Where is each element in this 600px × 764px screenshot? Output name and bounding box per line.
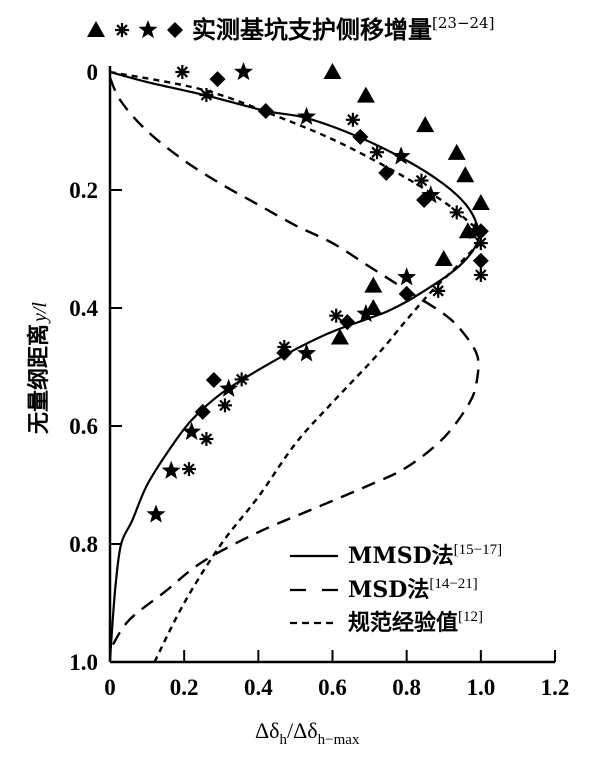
asterisk-point (329, 308, 344, 323)
triangle-point (456, 166, 475, 183)
diamond-point (339, 314, 356, 331)
y-label-cn: 无量纲距离 (26, 324, 52, 434)
asterisk-point (370, 145, 384, 160)
star-point (391, 146, 411, 165)
triangle-point (447, 143, 466, 160)
x-label-sub2: h−max (318, 732, 360, 748)
asterisk-point (181, 462, 196, 477)
top-legend-diamond-icon (167, 22, 183, 38)
asterisk-point (414, 173, 429, 188)
star-point (234, 62, 253, 81)
x-tick-label: 0.8 (392, 675, 421, 700)
triangle-point (416, 116, 435, 133)
x-tick-label: 0.2 (170, 675, 199, 700)
x-label-sub1: h (280, 732, 288, 748)
top-legend-ref: [23−24] (432, 14, 494, 32)
diamond-point (209, 71, 226, 88)
triangle-point (434, 250, 453, 267)
diamond-point (416, 192, 433, 209)
top-legend-triangle-icon (87, 21, 105, 37)
y-tick-label: 1.0 (69, 650, 98, 675)
y-axis-label-text: 无量纲距离y/l (26, 302, 52, 434)
x-ticks: 0 0.2 0.4 0.6 0.8 1.0 1.2 (104, 650, 569, 700)
asterisk-point (473, 267, 488, 282)
legend-label: MMSD法[15−17] (348, 542, 502, 569)
y-tick-label: 0 (87, 60, 99, 85)
star-point (161, 460, 181, 479)
triangle-point (364, 276, 383, 293)
diamond-point (378, 164, 395, 181)
series-asterisk (175, 65, 488, 477)
asterisk-point (345, 112, 360, 127)
star-point (182, 421, 202, 440)
y-tick-label: 0.2 (69, 178, 98, 203)
diamond-point (205, 371, 222, 388)
top-legend-markers (87, 20, 183, 39)
top-legend-text: 实测基坑支护侧移增量[23−24] (192, 14, 494, 44)
x-tick-label: 0 (104, 675, 116, 700)
diamond-point (398, 285, 415, 302)
curve-mmsd (108, 70, 481, 663)
legend-label: MSD法[14−21] (348, 576, 478, 603)
star-point (297, 343, 317, 362)
y-tick-label: 0.8 (69, 532, 98, 557)
asterisk-point (199, 431, 214, 446)
legend-entry: 规范经验值[12] (290, 609, 483, 636)
star-point (297, 106, 317, 125)
series-diamond (194, 71, 489, 420)
star-point (219, 378, 239, 397)
curve-code-empirical (109, 70, 483, 663)
x-label-sep: /Δδ (287, 718, 318, 743)
asterisk-point (449, 205, 464, 220)
triangle-point (356, 86, 375, 103)
triangle-point (330, 328, 349, 345)
x-label-main: Δδ (255, 718, 280, 743)
diamond-point (352, 128, 369, 145)
star-point (421, 185, 441, 204)
markers (146, 62, 490, 523)
diamond-point (472, 223, 489, 240)
diamond-point (472, 252, 489, 269)
y-axis-label: 无量纲距离y/l (26, 302, 52, 434)
asterisk-point (217, 398, 232, 413)
axes: 0 0.2 0.4 0.6 0.8 1.0 1.2 0 0.2 0.4 0.6 0.8 1.0 (69, 60, 569, 700)
asterisk-point (199, 88, 214, 103)
top-legend-star-icon (138, 20, 158, 39)
diamond-point (194, 403, 211, 420)
asterisk-point (431, 283, 446, 298)
legend-entry: MMSD法[15−17] (290, 542, 502, 569)
x-tick-label: 0.6 (318, 675, 347, 700)
y-label-var: y/l (29, 302, 51, 324)
star-point (356, 303, 376, 322)
x-tick-label: 0.4 (244, 675, 273, 700)
top-legend: 实测基坑支护侧移增量[23−24] (87, 14, 494, 44)
top-legend-label: 实测基坑支护侧移增量 (192, 15, 432, 44)
star-point (397, 267, 417, 286)
triangle-point (471, 193, 490, 210)
legend-entry: MSD法[14−21] (290, 576, 478, 603)
asterisk-point (234, 372, 249, 387)
top-legend-asterisk-icon (115, 23, 129, 37)
diamond-point (257, 102, 274, 119)
legend-label: 规范经验值[12] (348, 609, 483, 636)
y-ticks: 0 0.2 0.4 0.6 0.8 1.0 (69, 60, 122, 675)
x-axis-label: Δδh/Δδh−max (255, 718, 360, 748)
legend: MMSD法[15−17] MSD法[14−21] 规范经验值[12] (290, 542, 502, 636)
triangle-point (323, 63, 342, 79)
asterisk-point (175, 65, 190, 79)
y-tick-label: 0.6 (69, 414, 98, 439)
y-tick-label: 0.4 (69, 296, 98, 321)
x-tick-label: 1.0 (466, 675, 495, 700)
star-point (146, 504, 166, 523)
diamond-point (276, 344, 293, 361)
x-tick-label: 1.2 (541, 675, 570, 700)
curves (108, 70, 483, 663)
